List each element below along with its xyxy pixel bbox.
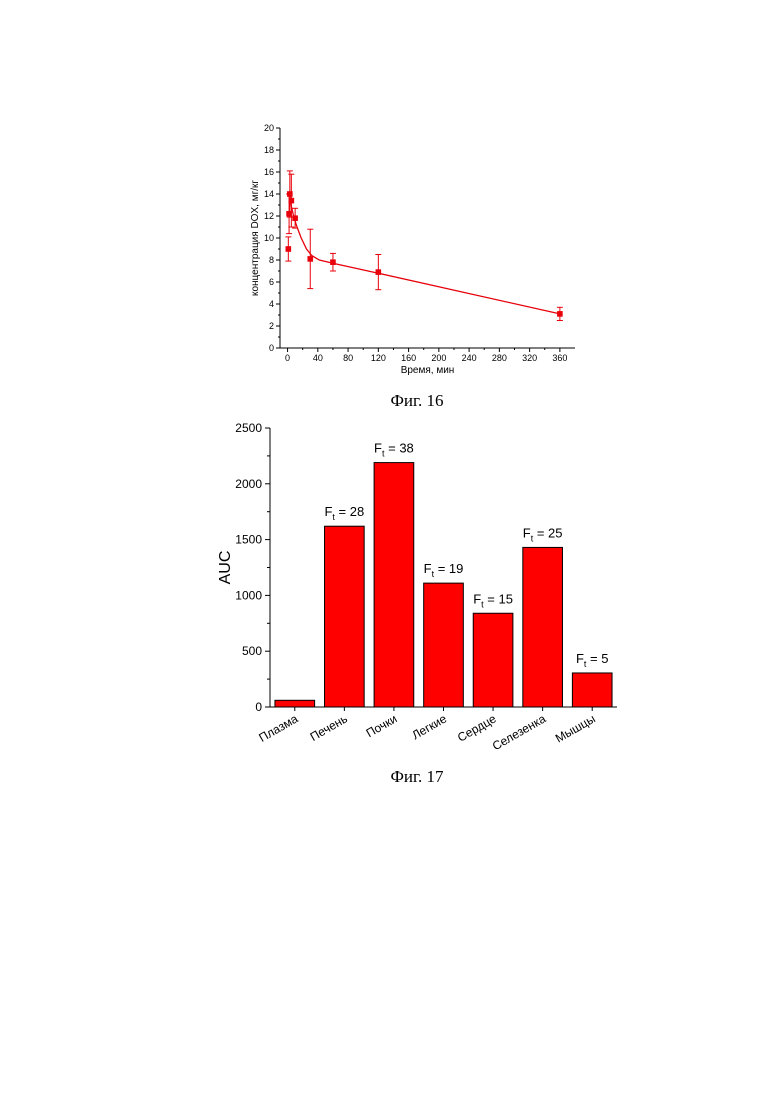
- category-label: Легкие: [409, 711, 449, 742]
- concentration-time-chart: 0 40 80 120 160 200 240 280 320 360 0 2 4 6 8 10 12 14 16 1…: [250, 123, 575, 410]
- x-tick-label: 40: [313, 353, 323, 363]
- x-tick-label: 360: [552, 353, 567, 363]
- x-tick-label: 200: [431, 353, 446, 363]
- x-tick-label: 320: [522, 353, 537, 363]
- x-tick-label: 80: [343, 353, 353, 363]
- y-tick-label: 4: [269, 299, 274, 309]
- x-tick-label: 160: [401, 353, 416, 363]
- bar-annotation: Ft = 28: [324, 504, 364, 522]
- fit-curve: [290, 194, 560, 314]
- y-tick-label: 18: [264, 145, 274, 155]
- bar-annotation: Ft = 19: [424, 561, 464, 579]
- x-axis-label: Время, мин: [401, 365, 455, 376]
- data-point: [286, 246, 292, 252]
- bar-annotation: Ft = 5: [576, 651, 609, 669]
- category-label: Плазма: [256, 711, 300, 745]
- bar: [424, 583, 464, 707]
- x-tick-label: 280: [492, 353, 507, 363]
- data-point: [557, 311, 563, 317]
- y-tick-label: 8: [269, 255, 274, 265]
- bar-annotation: Ft = 25: [523, 525, 563, 543]
- data-point: [330, 259, 336, 265]
- y-axis-label: концентрация DOX, мг/кг: [250, 180, 261, 296]
- y-tick-label: 1000: [235, 588, 262, 602]
- bar: [473, 613, 513, 707]
- y-tick-label: 12: [264, 211, 274, 221]
- bar: [523, 547, 563, 707]
- category-label: Мышцы: [553, 711, 598, 745]
- y-axis-label: AUC: [217, 551, 234, 585]
- y-tick-label: 14: [264, 189, 274, 199]
- x-tick-label: 0: [285, 353, 290, 363]
- y-tick-label: 1500: [235, 533, 262, 547]
- bar: [374, 463, 414, 707]
- category-label: Печень: [308, 711, 350, 743]
- bar: [572, 673, 612, 707]
- bar: [275, 700, 315, 707]
- x-tick-label: 120: [371, 353, 386, 363]
- y-tick-label: 16: [264, 167, 274, 177]
- figure-caption: Фиг. 17: [390, 767, 444, 786]
- x-tick-label: 240: [462, 353, 477, 363]
- category-label: Почки: [364, 711, 400, 740]
- y-tick-label: 2000: [235, 477, 262, 491]
- auc-bar-chart: 0 500 1000 1500 2000 2500 Ft = 28 Ft = 38 Ft = …: [217, 421, 617, 786]
- bar-annotation: Ft = 15: [473, 591, 513, 609]
- y-tick-label: 0: [269, 343, 274, 353]
- figure-caption: Фиг. 16: [390, 391, 443, 410]
- data-point: [292, 215, 298, 221]
- y-tick-label: 2: [269, 321, 274, 331]
- bar-annotation: Ft = 38: [374, 441, 414, 459]
- y-tick-label: 6: [269, 277, 274, 287]
- data-point: [289, 198, 295, 204]
- bar: [325, 526, 365, 707]
- data-point: [376, 269, 382, 275]
- y-tick-label: 0: [255, 700, 262, 714]
- y-tick-label: 2500: [235, 421, 262, 435]
- y-tick-label: 500: [242, 644, 262, 658]
- data-point: [307, 256, 313, 262]
- y-tick-label: 20: [264, 123, 274, 133]
- y-tick-label: 10: [264, 233, 274, 243]
- category-label: Селезенка: [490, 711, 549, 753]
